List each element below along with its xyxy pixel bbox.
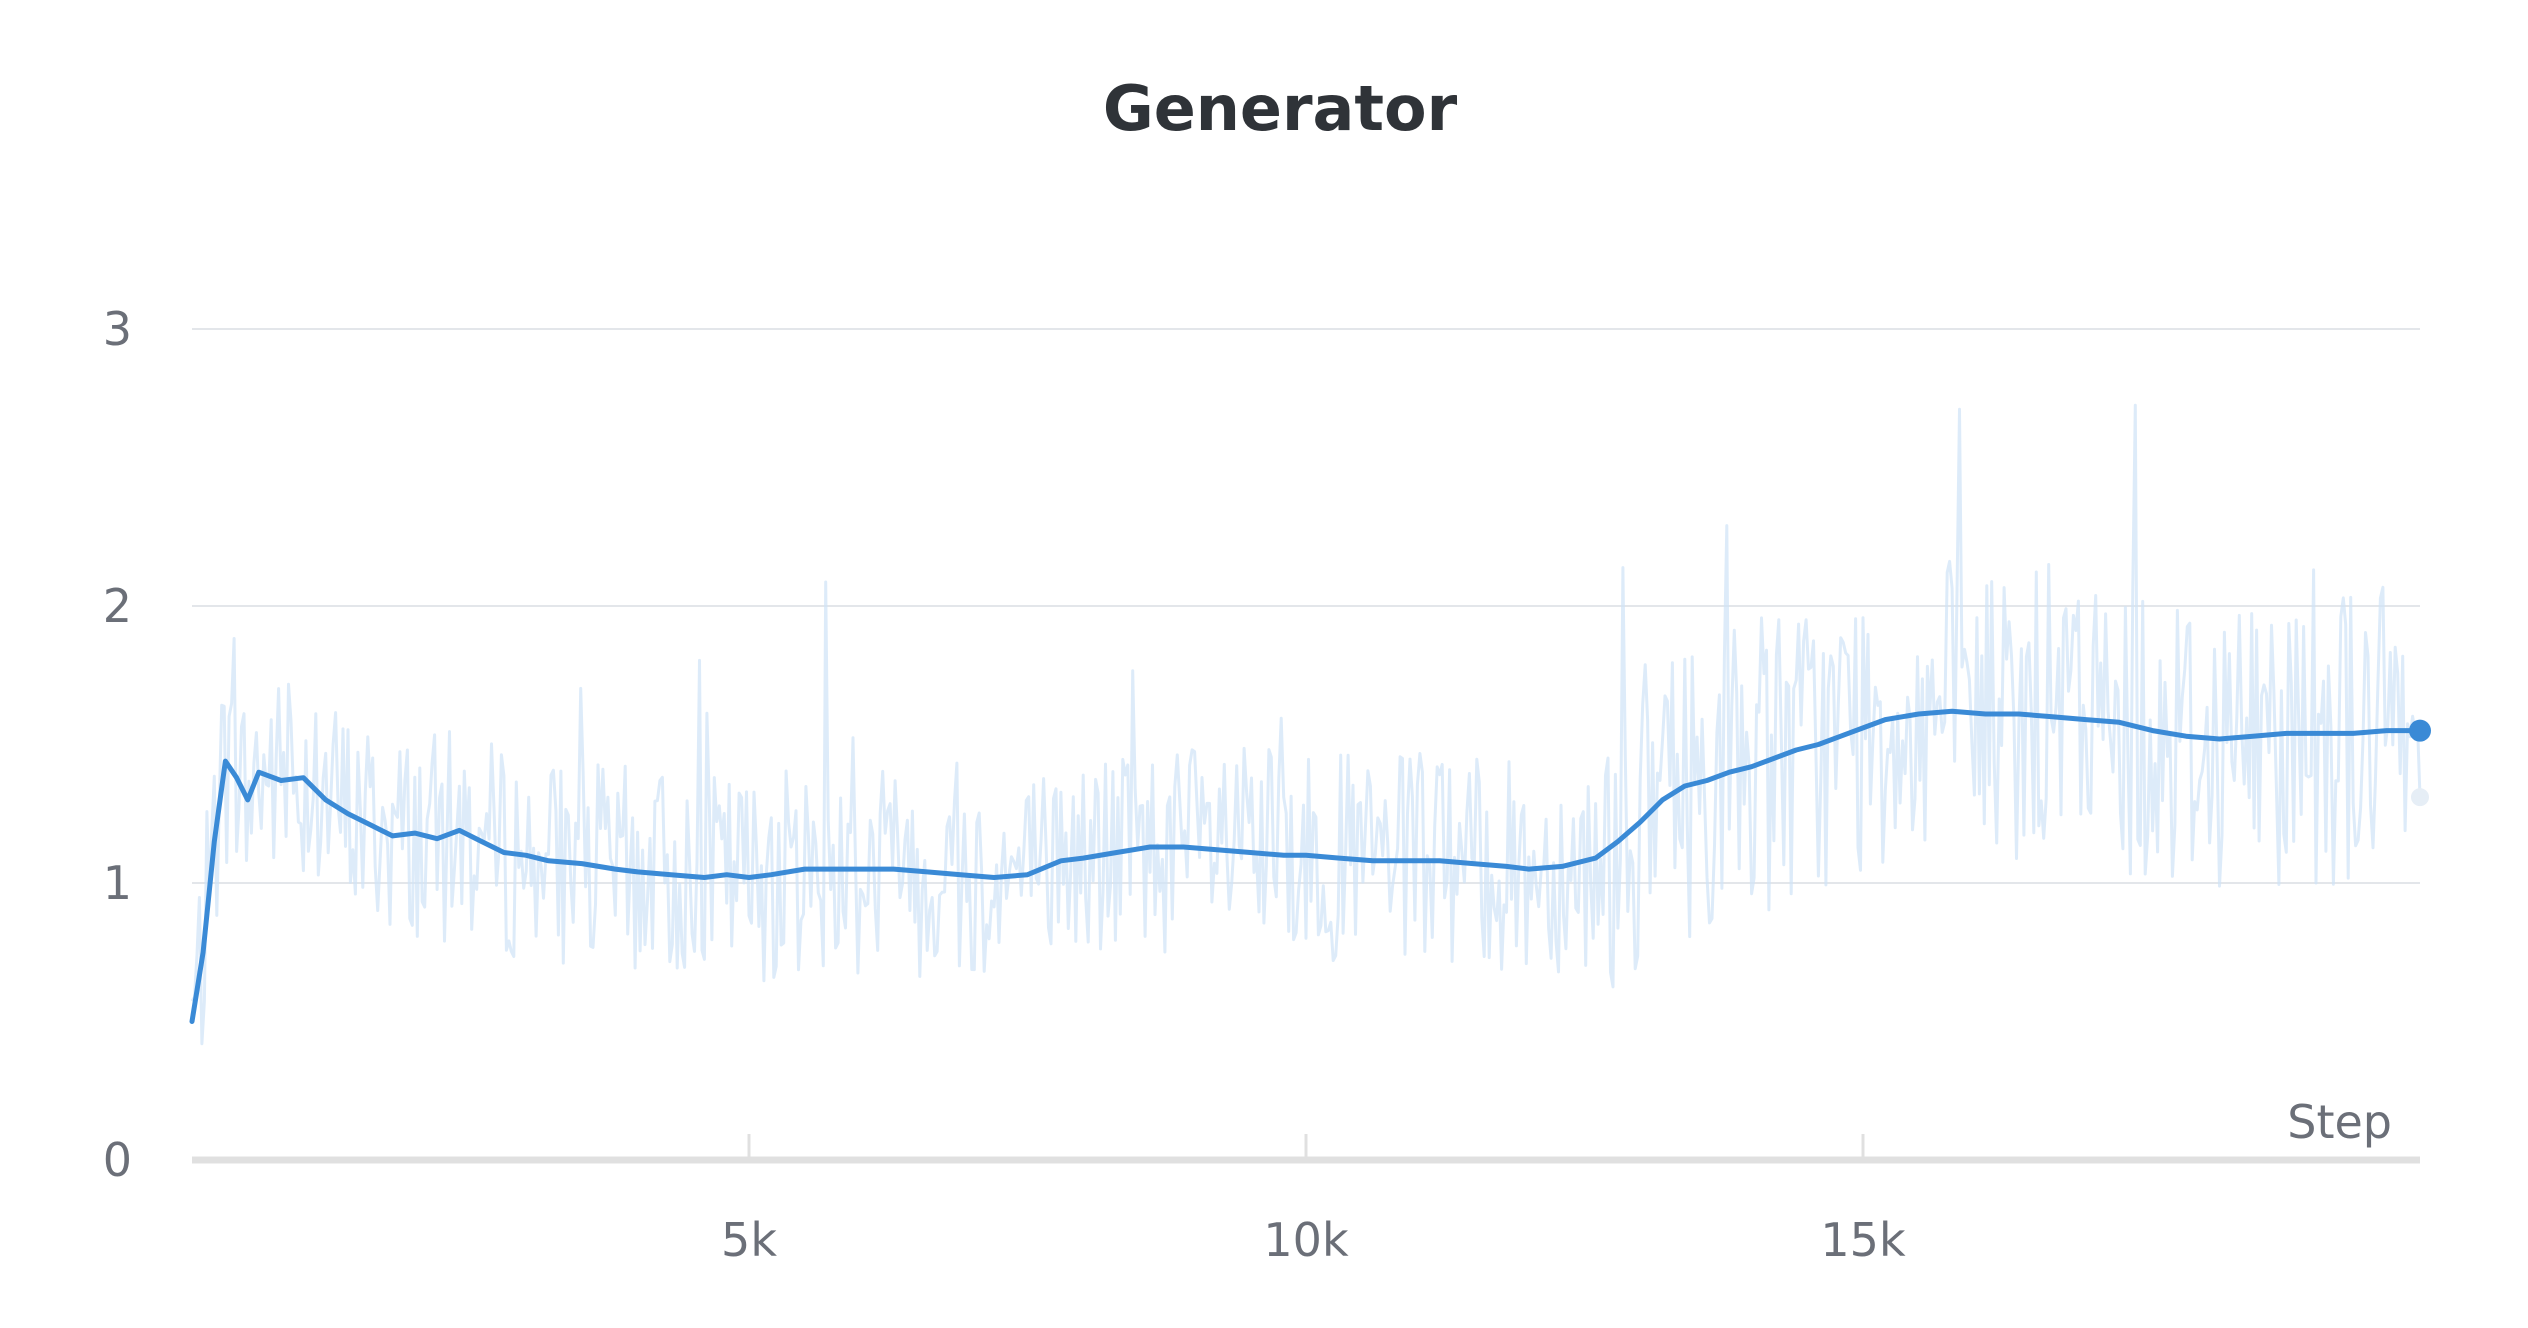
x-tick-label: 10k: [1263, 1213, 1349, 1267]
raw-series-end-marker: [2411, 788, 2429, 807]
chart-title: Generator: [1103, 72, 1458, 145]
smoothed-series: [189, 708, 2431, 1024]
x-axis: [192, 1134, 2420, 1164]
y-tick-label: 3: [103, 302, 132, 356]
smoothed-series-line: [189, 708, 2423, 1024]
x-tick-label: 15k: [1820, 1213, 1906, 1267]
x-tick-label: 5k: [721, 1213, 777, 1267]
raw-series-line: [190, 403, 2422, 1046]
y-tick-label: 2: [103, 579, 132, 633]
tick-labels: 0 1 2 3 5k 10k 15k: [103, 302, 1906, 1267]
y-tick-label: 0: [103, 1133, 132, 1187]
smoothed-series-end-marker: [2409, 719, 2431, 742]
raw-series: [190, 403, 2429, 1046]
y-tick-label: 1: [103, 856, 132, 910]
grid-lines: [192, 328, 2420, 884]
x-axis-label: Step: [2287, 1095, 2392, 1149]
